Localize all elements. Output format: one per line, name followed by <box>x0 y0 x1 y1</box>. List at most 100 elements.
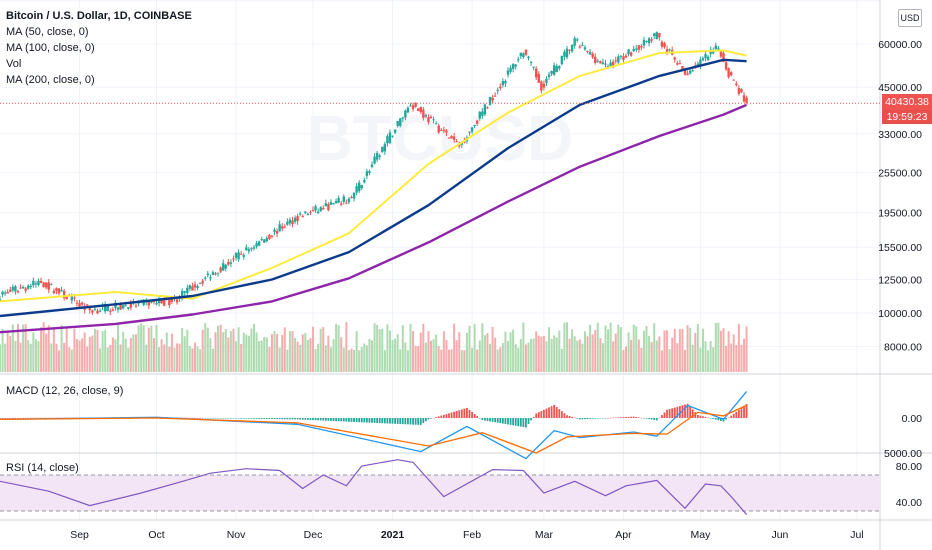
volume-bar <box>383 350 386 372</box>
macd-hist-bar <box>476 416 479 418</box>
candle-body <box>386 136 389 144</box>
macd-hist-bar <box>609 417 612 419</box>
candle-body <box>691 70 694 72</box>
macd-label[interactable]: MACD (12, 26, close, 9) <box>6 385 124 397</box>
volume-bar <box>332 338 335 372</box>
volume-bar <box>671 337 674 372</box>
volume-bar <box>299 344 302 372</box>
macd-hist-bar <box>409 418 412 425</box>
volume-bar <box>365 345 368 372</box>
rsi-label[interactable]: RSI (14, close) <box>6 462 79 474</box>
volume-bar <box>314 348 317 372</box>
volume-bar <box>104 329 107 372</box>
vol-label[interactable]: Vol <box>6 58 22 70</box>
macd-hist-bar <box>258 418 261 419</box>
macd-hist-bar <box>263 418 266 419</box>
macd-hist-bar <box>501 418 504 424</box>
macd-hist-bar <box>319 418 322 421</box>
candle-body <box>134 305 138 307</box>
volume-bar <box>660 350 663 372</box>
candle-body <box>378 155 381 157</box>
candle-body <box>288 219 292 224</box>
candle-body <box>699 59 702 66</box>
macd-hist-bar <box>250 418 253 419</box>
volume-bar <box>673 328 676 372</box>
candle-body <box>704 54 707 59</box>
macd-hist-bar <box>45 417 48 419</box>
volume-bar <box>701 328 704 372</box>
price-tick-label: 45000.00 <box>878 82 922 94</box>
macd-hist-bar <box>271 418 273 420</box>
macd-hist-bar <box>591 418 594 419</box>
candle-body <box>722 52 725 63</box>
volume-bar <box>165 332 168 372</box>
volume-bar <box>532 338 535 372</box>
volume-bar <box>527 342 530 372</box>
volume-bar <box>530 338 533 372</box>
volume-bar <box>599 338 602 372</box>
candle-body <box>737 87 741 94</box>
candle-body <box>712 50 715 54</box>
candle-body <box>401 117 404 119</box>
volume-bar <box>689 327 692 372</box>
macd-hist-bar <box>0 418 1 419</box>
volume-bar <box>11 324 14 372</box>
candle-body <box>560 55 564 65</box>
candle-body <box>252 247 256 249</box>
volume-bar <box>88 336 91 372</box>
ma50-label[interactable]: MA (50, close, 0) <box>6 26 89 38</box>
macd-hist-bar <box>455 410 458 418</box>
symbol-title[interactable]: Bitcoin / U.S. Dollar, 1D, COINBASE <box>6 10 192 22</box>
candle-body <box>375 152 379 160</box>
volume-bar <box>583 331 586 372</box>
candle-body <box>450 135 453 139</box>
volume-bar <box>614 333 617 372</box>
volume-bar <box>283 327 286 372</box>
volume-bar <box>286 349 289 372</box>
candle-body <box>396 120 399 126</box>
ma200-label[interactable]: MA (200, close, 0) <box>6 74 95 86</box>
ma100-label[interactable]: MA (100, close, 0) <box>6 42 95 54</box>
macd-hist-bar <box>50 417 53 419</box>
candle-body <box>478 111 481 119</box>
volume-bar <box>147 327 150 372</box>
macd-hist-bar <box>24 417 27 419</box>
volume-bar <box>666 330 669 372</box>
volume-bar <box>558 330 561 372</box>
macd-hist-bar <box>381 418 384 424</box>
volume-bar <box>345 322 348 372</box>
volume-bar <box>163 344 166 372</box>
ma50-line <box>0 49 747 303</box>
candle-body <box>563 51 566 57</box>
volume-bar <box>350 348 353 372</box>
volume-bar <box>476 349 479 372</box>
volume-bar <box>506 341 509 372</box>
volume-bar <box>119 344 122 372</box>
macd-histogram <box>0 403 748 428</box>
candle-body <box>547 74 551 77</box>
macd-hist-bar <box>478 418 481 419</box>
candle-body <box>368 171 371 173</box>
candle-body <box>645 41 648 43</box>
volume-bar <box>196 346 199 372</box>
macd-line <box>0 390 748 460</box>
volume-bar <box>294 337 297 372</box>
volume-bar <box>101 331 104 372</box>
volume-bar <box>173 347 176 372</box>
candle-body <box>614 60 617 62</box>
macd-hist-bar <box>525 418 527 428</box>
candle-body <box>260 239 263 241</box>
volume-bar <box>686 325 689 372</box>
currency-selector[interactable]: USD <box>898 9 922 27</box>
macd-hist-bar <box>568 416 571 418</box>
volume-bar <box>591 334 594 372</box>
volume-bar <box>658 336 661 372</box>
macd-hist-bar <box>463 408 466 418</box>
macd-hist-bar <box>517 418 520 427</box>
macd-hist-bar <box>340 418 343 422</box>
candle-body <box>270 235 274 237</box>
macd-hist-bar <box>440 415 443 418</box>
volume-bar <box>93 329 96 372</box>
